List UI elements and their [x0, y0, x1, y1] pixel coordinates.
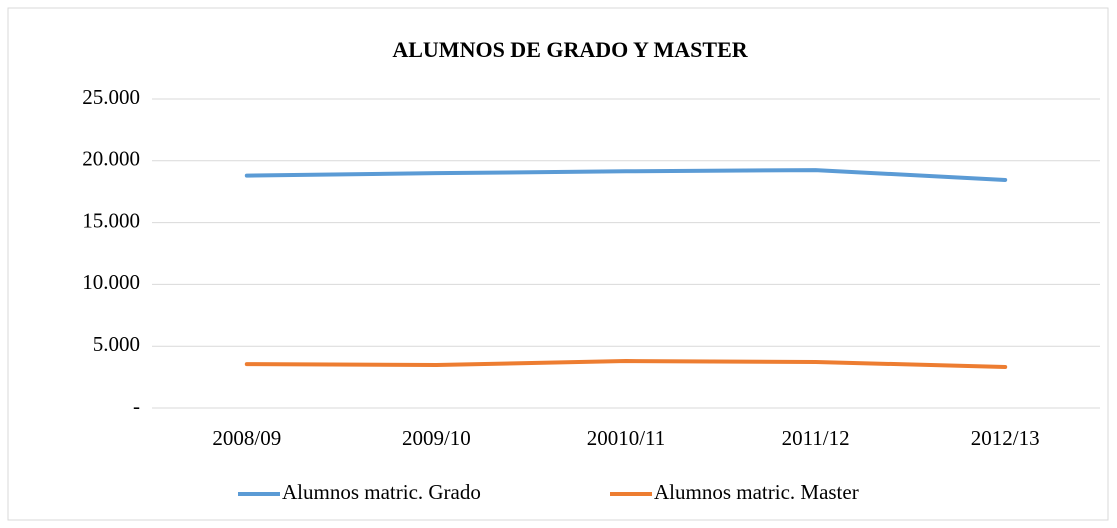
- x-tick-label: 2008/09: [212, 426, 281, 450]
- x-tick-label: 2011/12: [782, 426, 850, 450]
- x-tick-label: 2012/13: [971, 426, 1040, 450]
- series-line: [244, 359, 1008, 369]
- legend-label: Alumnos matric. Master: [654, 480, 859, 504]
- x-tick-label: 20010/11: [587, 426, 666, 450]
- y-tick-label: 20.000: [82, 147, 140, 171]
- y-tick-label: -: [133, 394, 140, 418]
- y-tick-label: 15.000: [82, 208, 140, 232]
- y-tick-label: 10.000: [82, 270, 140, 294]
- series-line: [244, 168, 1008, 182]
- chart-title: ALUMNOS DE GRADO Y MASTER: [392, 37, 748, 62]
- y-tick-label: 5.000: [93, 332, 140, 356]
- y-tick-label: 25.000: [82, 85, 140, 109]
- x-tick-label: 2009/10: [402, 426, 471, 450]
- legend-label: Alumnos matric. Grado: [282, 480, 481, 504]
- chart-border: [7, 7, 1109, 521]
